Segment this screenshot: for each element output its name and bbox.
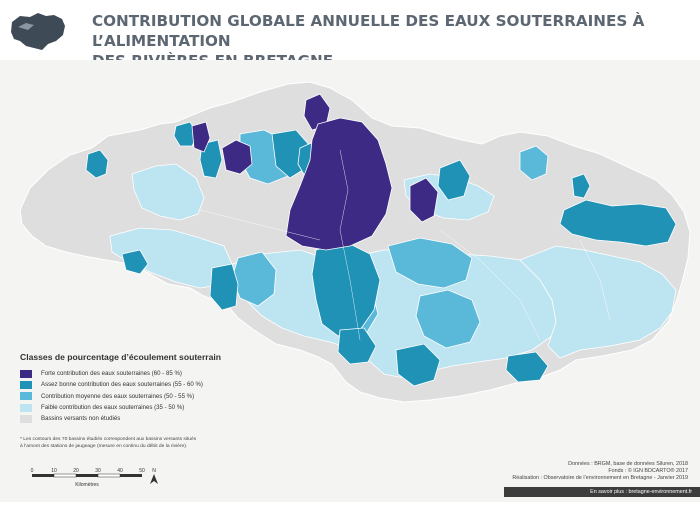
basin-finistere-north (85, 149, 109, 179)
legend-title: Classes de pourcentage d’écoulement sout… (20, 352, 222, 362)
legend-swatch (20, 414, 32, 423)
legend: Classes de pourcentage d’écoulement sout… (20, 352, 320, 424)
scale-tick-label: 0 (31, 468, 34, 474)
credits-base: Fonds : © IGN BDCARTO® 2017 (608, 468, 688, 475)
scale-bar: 0 10 20 30 40 50 Kilomètres N (31, 468, 158, 488)
basin-leguer (221, 139, 253, 175)
legend-item-moyenne: Contribution moyenne des eaux souterrain… (20, 391, 320, 402)
basin-elorn (121, 249, 149, 275)
basin-aulne (209, 263, 239, 311)
basin-oust (505, 351, 549, 383)
footnote-line1: * Les contours des 70 bassins étudiés co… (20, 437, 197, 442)
north-label: N (152, 468, 156, 474)
credits: Données : BRGM, base de données Siluren,… (388, 461, 688, 483)
legend-label: Assez bonne contribution des eaux souter… (41, 381, 203, 389)
scale-tick-label: 30 (95, 468, 101, 474)
more-info-link[interactable]: En savoir plus : bretagne-environnement.… (590, 489, 692, 495)
credits-data: Données : BRGM, base de données Siluren,… (568, 461, 688, 467)
basin-northeast (571, 173, 591, 199)
scale-segment (76, 474, 98, 477)
basin-central-forte (285, 117, 393, 251)
legend-item-forte: Forte contribution des eaux souterraines… (20, 368, 320, 379)
scale-tick-label: 10 (51, 468, 57, 474)
north-arrow-icon: N (150, 468, 158, 484)
legend-label: Faible contribution des eaux souterraine… (41, 404, 185, 412)
basin-rance (437, 159, 471, 201)
basin-couesnon (559, 199, 677, 247)
map-canvas (19, 81, 691, 403)
scale-tick-label: 40 (117, 468, 123, 474)
basin-east-faible (519, 245, 677, 359)
river-network (199, 149, 611, 341)
footnote-line2: à l’amont des stations de jaugeage (mesu… (20, 444, 188, 449)
basin-south-central-faible (229, 249, 561, 379)
basin-vilaine-south (395, 343, 441, 387)
scale-bar-segments (32, 473, 142, 478)
legend-item-faible: Faible contribution des eaux souterraine… (20, 402, 320, 413)
scale-segment (97, 473, 121, 478)
legend-item-assez-bonne: Assez bonne contribution des eaux souter… (20, 379, 320, 390)
map-title-line1: CONTRIBUTION GLOBALE ANNUELLE DES EAUX S… (92, 12, 645, 50)
map-area (0, 60, 700, 502)
scale-segment (120, 474, 142, 477)
basin-arguenon (409, 177, 439, 223)
basin-northeast-moyenne (519, 145, 549, 181)
legend-swatch (20, 392, 32, 401)
legend-swatch (20, 369, 32, 378)
basin-central-moyenne (387, 237, 473, 289)
forte-basins (191, 93, 439, 251)
legend-label: Bassins versants non étudiés (41, 415, 121, 423)
footnote: * Les contours des 70 bassins étudiés co… (20, 436, 350, 450)
basin-southeast-moyenne (415, 289, 481, 349)
legend-label: Contribution moyenne des eaux souterrain… (41, 392, 195, 400)
legend-swatch (20, 403, 32, 412)
scale-segment (32, 474, 54, 477)
scale-tick-label: 50 (139, 468, 145, 474)
legend-swatch (20, 380, 32, 389)
brittany-logo-icon (11, 13, 65, 50)
scale-tick-label: 20 (73, 468, 79, 474)
scale-segment (53, 473, 77, 478)
credits-author: Réalisation : Observatoire de l’environn… (512, 475, 688, 482)
basin-guindy (191, 121, 211, 153)
link-box: En savoir plus : bretagne-environnement.… (504, 487, 700, 497)
basin-scorff (337, 327, 377, 365)
header: CONTRIBUTION GLOBALE ANNUELLE DES EAUX S… (0, 0, 700, 70)
legend-item-non-etudies: Bassins versants non étudiés (20, 413, 320, 424)
scale-unit: Kilomètres (75, 482, 99, 488)
legend-label: Forte contribution des eaux souterraines… (41, 370, 182, 378)
basin-northwest-faible (131, 163, 205, 221)
